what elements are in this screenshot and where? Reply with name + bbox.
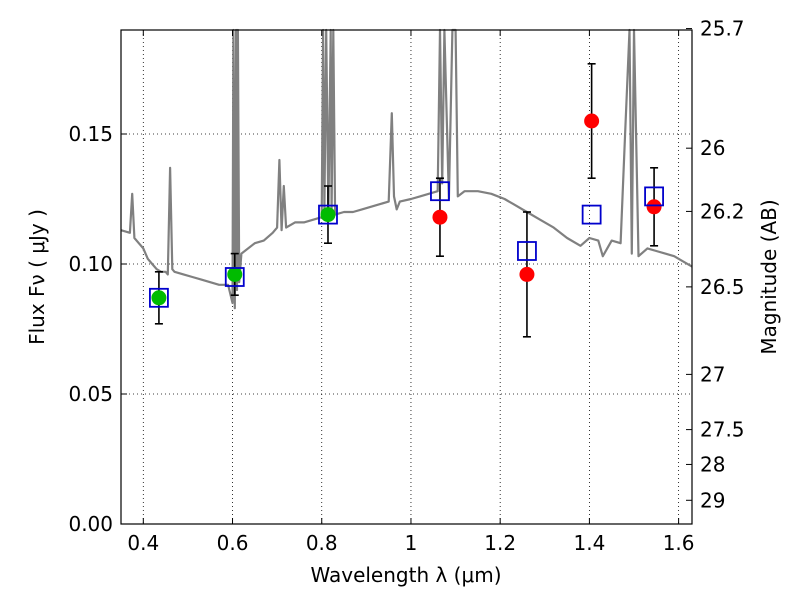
x-tick-label: 0.6 [217, 531, 249, 555]
right-tick-label: 26 [700, 136, 725, 160]
observed-optical-point [151, 290, 167, 306]
model-photometry-square [644, 186, 664, 207]
y-axis-label: Flux Fν ( μJy ) [25, 209, 49, 345]
y-tick-label: 0.15 [68, 122, 113, 146]
plot-frame [120, 29, 693, 525]
observed-optical-point [320, 207, 336, 223]
model-photometry-square [517, 241, 537, 261]
observed-optical-point [227, 266, 243, 282]
plot-background [121, 30, 692, 524]
observed-nir-point [432, 209, 448, 225]
right-tick-label: 27.5 [700, 418, 745, 442]
right-tick-label: 27 [700, 362, 725, 386]
model-photometry-square [149, 287, 169, 308]
x-tick-label: 1.6 [663, 531, 695, 555]
model-spectrum-layer [120, 28, 693, 310]
y-tick-label: 0.00 [68, 512, 113, 536]
right-tick-label: 25.7 [700, 17, 745, 41]
x-tick-label: 1.2 [484, 531, 516, 555]
x-tick-label: 0.8 [306, 531, 338, 555]
x-axis-label: Wavelength λ (μm) [310, 563, 501, 587]
axis-ticks: 0.4 0.6 0.8 1 1.2 1.4 1.6 0.00 0.05 0.10 0.15 25.7 2… [68, 17, 744, 555]
right-tick-label: 28 [700, 452, 725, 476]
x-tick-label: 1 [405, 531, 418, 555]
right-tick-label: 26.5 [700, 275, 745, 299]
observed-nir-point [519, 266, 535, 282]
right-tick-label: 26.2 [700, 199, 745, 223]
observed-nir-point [646, 199, 662, 215]
right-axis-label: Magnitude (AB) [757, 199, 781, 354]
model-spectrum-line [120, 28, 693, 310]
y-tick-label: 0.05 [68, 382, 113, 406]
y-tick-label: 0.10 [68, 252, 113, 276]
model-photometry-square [318, 204, 338, 225]
x-tick-label: 0.4 [127, 531, 159, 555]
model-photometry-square [224, 267, 245, 287]
right-tick-label: 29 [700, 488, 725, 512]
observed-points-layer [151, 113, 662, 306]
observed-nir-point [584, 113, 600, 129]
model-photometry-square [430, 181, 450, 202]
model-photometry-square [581, 204, 602, 225]
model-photometry-layer [149, 181, 664, 308]
x-tick-label: 1.4 [573, 531, 605, 555]
